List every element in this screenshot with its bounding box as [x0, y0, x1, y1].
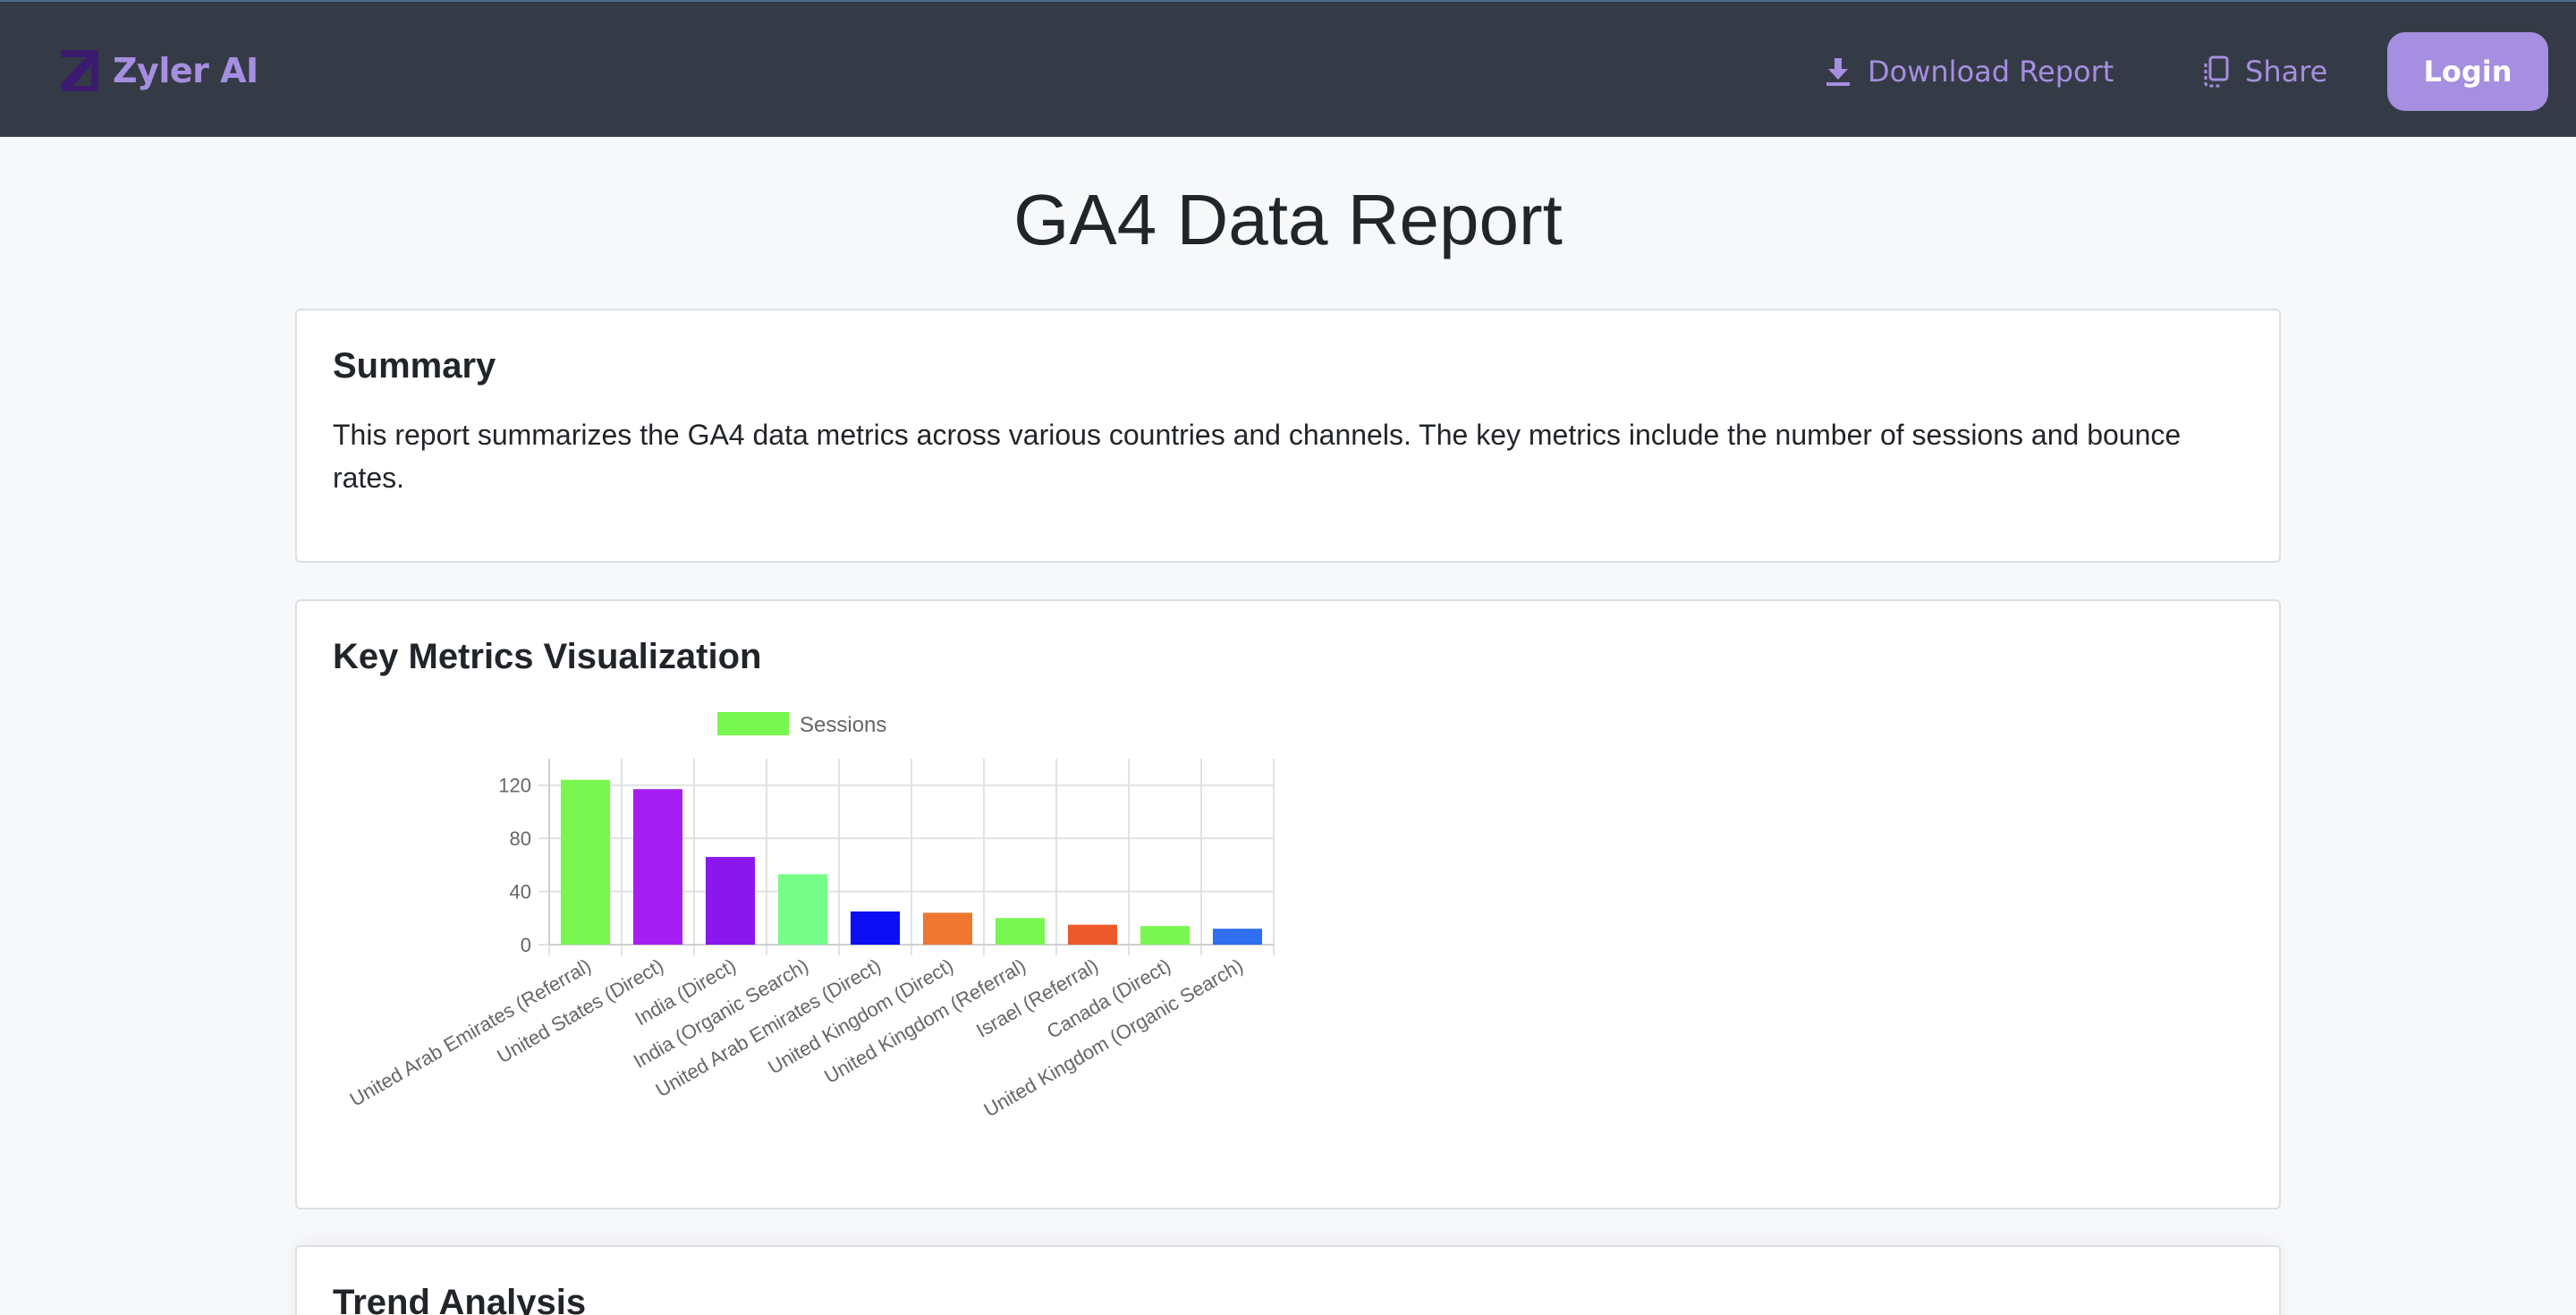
summary-text: This report summarizes the GA4 data metr… — [333, 419, 2182, 494]
bar-sessions — [850, 911, 901, 945]
x-tick-label: United Kingdom (Organic Search) — [980, 954, 1247, 1122]
bar-sessions — [995, 918, 1046, 945]
download-report-button[interactable]: Download Report — [1825, 47, 2114, 97]
download-report-label: Download Report — [1868, 55, 2114, 89]
x-tick-label: Israel (Referral) — [972, 954, 1102, 1042]
brand-name: Zyler AI — [113, 51, 258, 90]
download-icon — [1826, 58, 1850, 86]
share-button[interactable]: Share — [2202, 47, 2327, 97]
login-button[interactable]: Login — [2387, 32, 2548, 111]
summary-card: Summary This report summarizes the GA4 d… — [295, 309, 2281, 563]
key-metrics-title: Key Metrics Visualization — [333, 637, 762, 676]
y-tick-label: 80 — [510, 827, 531, 850]
y-tick-label: 40 — [510, 881, 531, 904]
bar-sessions — [777, 874, 828, 945]
navbar: Zyler AI Download Report Share Login — [0, 0, 2576, 137]
trend-analysis-card: Trend Analysis — [295, 1245, 2281, 1315]
bar-sessions — [1140, 926, 1191, 945]
copy-icon — [2204, 55, 2229, 88]
key-metrics-card: Key Metrics Visualization — [295, 599, 2281, 1209]
bar-sessions — [1067, 924, 1118, 945]
page-title: GA4 Data Report — [1013, 180, 1563, 259]
y-tick-label: 0 — [521, 934, 531, 956]
bar-sessions — [705, 856, 756, 945]
bar-sessions — [632, 789, 683, 945]
zyler-logo-icon — [61, 50, 98, 91]
bar-sessions — [922, 912, 973, 945]
brand-link[interactable]: Zyler AI — [57, 47, 258, 95]
bar-sessions — [560, 779, 611, 945]
summary-title: Summary — [333, 346, 496, 386]
legend-swatch — [717, 712, 789, 735]
bar-sessions — [1212, 929, 1263, 945]
trend-analysis-title: Trend Analysis — [333, 1283, 587, 1315]
legend-label: Sessions — [800, 713, 886, 737]
share-label: Share — [2245, 55, 2328, 89]
y-tick-label: 120 — [498, 775, 531, 797]
